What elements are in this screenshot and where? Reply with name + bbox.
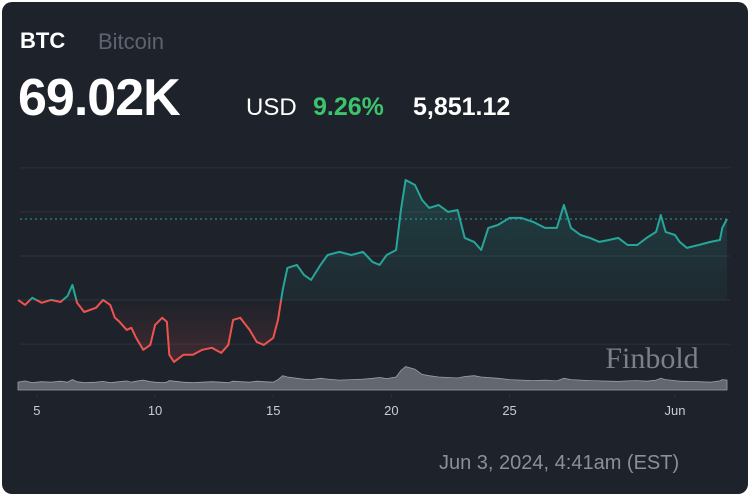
x-tick-label: 15 (266, 403, 280, 418)
timestamp: Jun 3, 2024, 4:41am (EST) (439, 452, 680, 474)
x-tick-label: 20 (384, 403, 398, 418)
symbol: BTC (20, 28, 66, 53)
chart: Finbold 5 10 15 20 25 Jun (17, 167, 730, 418)
x-tick-label: 10 (148, 403, 162, 418)
price-line (17, 179, 728, 363)
x-tick-label: 5 (33, 403, 40, 418)
x-tick-label: Jun (665, 403, 686, 418)
currency: USD (246, 94, 297, 121)
price: 69.02K (18, 69, 181, 127)
asset-name: Bitcoin (98, 29, 165, 54)
volume-area (17, 366, 728, 391)
price-area (18, 180, 727, 362)
change: 5,851.12 (413, 93, 511, 121)
change-percent: 9.26% (313, 93, 384, 121)
x-tick-label: 25 (502, 403, 516, 418)
watermark: Finbold (605, 342, 698, 375)
